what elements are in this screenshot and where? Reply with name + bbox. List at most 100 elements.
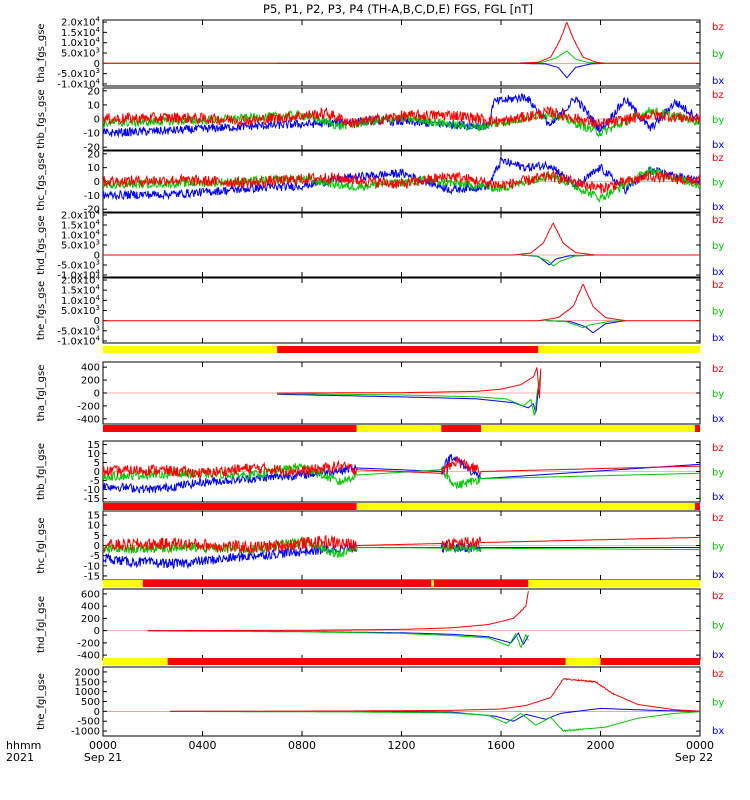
series-bz-line bbox=[103, 169, 700, 194]
y-tick-label: 0 bbox=[94, 389, 100, 400]
mode-bar-segment bbox=[481, 425, 696, 432]
legend-bx: bx bbox=[712, 76, 724, 87]
mode-bar-segment bbox=[695, 425, 700, 432]
hhmm-label: hhmm bbox=[6, 739, 41, 752]
panel-tha_fgl: 400 200 0-200 -400 tha_fgl_gse bz by bx bbox=[36, 346, 724, 425]
y-axis-label: the_fgs_gse bbox=[36, 281, 47, 340]
y-tick-label: -15 bbox=[84, 571, 100, 582]
mode-bar-segment bbox=[431, 580, 434, 587]
y-axis-label: tha_fgl_gse bbox=[36, 365, 47, 422]
y-axis-label: thb_fgs_gse bbox=[36, 89, 47, 148]
series-bz-line bbox=[103, 456, 700, 479]
series-bz-line bbox=[103, 105, 700, 130]
panel-thd_fgs: 2.0x1041.5x1041.0x1045.0x1030-5.0x103-1.… bbox=[36, 209, 724, 282]
y-tick-label: -200 bbox=[77, 638, 100, 649]
legend-bz: bz bbox=[712, 443, 724, 454]
series-bx-line bbox=[277, 62, 606, 79]
legend-bz: bz bbox=[712, 215, 724, 226]
y-tick-label: -400 bbox=[77, 651, 100, 662]
y-tick-label: 0 bbox=[94, 59, 100, 70]
y-axis-label: thd_fgl_gse bbox=[36, 596, 47, 653]
series-bz-line bbox=[103, 222, 700, 256]
mode-bar-segment bbox=[565, 658, 601, 665]
series-by-line bbox=[545, 320, 626, 329]
y-tick-label: 15 bbox=[87, 511, 100, 522]
y-tick-label: -10 bbox=[84, 129, 100, 140]
y-tick-label: 20 bbox=[87, 149, 100, 160]
y-tick-label: 1.0x104 bbox=[61, 36, 101, 49]
y-tick-label: 1000 bbox=[75, 687, 100, 698]
legend-bx: bx bbox=[712, 650, 724, 661]
date-label-end: Sep 22 bbox=[675, 751, 713, 764]
y-tick-label: -10 bbox=[84, 485, 100, 496]
legend-bz: bz bbox=[712, 90, 724, 101]
legend-bx: bx bbox=[712, 333, 724, 344]
y-tick-label: -15 bbox=[84, 494, 100, 505]
y-tick-label: 10 bbox=[87, 521, 100, 532]
panel-frame bbox=[102, 212, 701, 278]
x-tick-label: 0800 bbox=[288, 739, 316, 752]
y-tick-label: 0 bbox=[94, 316, 100, 327]
series-bx-line bbox=[520, 254, 596, 266]
legend-by: by bbox=[712, 307, 724, 318]
y-tick-label: 10 bbox=[87, 163, 100, 174]
y-tick-label: -1.0x104 bbox=[57, 334, 100, 347]
series-bx-line bbox=[103, 93, 700, 138]
date-label-start: Sep 21 bbox=[84, 751, 122, 764]
mode-bar-segment bbox=[441, 425, 482, 432]
y-axis-label: thd_fgs_gse bbox=[36, 215, 47, 274]
y-tick-label: 2.0x104 bbox=[61, 274, 101, 287]
legend-bx: bx bbox=[712, 492, 724, 503]
legend-bx: bx bbox=[712, 140, 724, 151]
y-axis-label: thb_fgl_gse bbox=[36, 443, 47, 500]
legend-by: by bbox=[712, 698, 724, 709]
series-bx-line bbox=[277, 372, 542, 414]
y-tick-label: -1.0x104 bbox=[57, 269, 100, 282]
series-bz-line bbox=[170, 677, 700, 712]
series-bx-line bbox=[103, 453, 700, 494]
x-tick-label: 0400 bbox=[189, 739, 217, 752]
y-tick-label: 5 bbox=[94, 458, 100, 469]
y-tick-label: 1.5x104 bbox=[61, 284, 101, 297]
y-tick-label: 20 bbox=[87, 86, 100, 97]
y-tick-label: -20 bbox=[84, 143, 100, 154]
panel-thb_fgs: 20 10 0 -10 -20 thb_fgs_gse bz by bx bbox=[36, 86, 724, 153]
series-bz-line bbox=[103, 283, 700, 322]
legend-bx: bx bbox=[712, 726, 724, 737]
y-tick-label: 5.0x103 bbox=[61, 239, 100, 252]
y-tick-label: 500 bbox=[81, 697, 100, 708]
y-tick-label: 1.5x104 bbox=[61, 219, 101, 232]
y-tick-label: -5 bbox=[90, 476, 100, 487]
legend-bz: bz bbox=[712, 153, 724, 164]
y-tick-label: -10 bbox=[84, 561, 100, 572]
panel-the_fgs: 2.0x1041.5x1041.0x1045.0x1030-5.0x103-1.… bbox=[36, 274, 724, 348]
y-tick-label: 1.0x104 bbox=[61, 229, 101, 242]
y-tick-label: 0 bbox=[94, 115, 100, 126]
legend-bz: bz bbox=[712, 591, 724, 602]
series-by-line bbox=[520, 254, 596, 267]
y-tick-label: 1500 bbox=[75, 677, 100, 688]
mode-bar-segment bbox=[600, 658, 700, 665]
y-tick-label: 0 bbox=[94, 467, 100, 478]
legend-bx: bx bbox=[712, 570, 724, 581]
mode-bar-segment bbox=[103, 425, 357, 432]
y-tick-label: -10 bbox=[84, 191, 100, 202]
y-tick-label: -5.0x103 bbox=[57, 259, 100, 272]
series-by-line bbox=[147, 630, 529, 649]
y-tick-label: -5 bbox=[90, 551, 100, 562]
year-label: 2021 bbox=[6, 751, 34, 764]
panel-frame bbox=[102, 588, 701, 661]
mode-bar-segment bbox=[142, 580, 432, 587]
x-tick-label: 1200 bbox=[388, 739, 416, 752]
y-tick-label: -1.0x104 bbox=[57, 77, 100, 90]
legend-bx: bx bbox=[712, 414, 724, 425]
series-by-line bbox=[277, 373, 542, 416]
mode-bar-segment bbox=[695, 503, 700, 510]
legend-by: by bbox=[712, 49, 724, 60]
panel-tha_fgs: 2.0x1041.5x1041.0x1045.0x1030-5.0x103-1.… bbox=[36, 16, 724, 91]
y-tick-label: -1000 bbox=[71, 727, 100, 738]
legend-by: by bbox=[712, 468, 724, 479]
